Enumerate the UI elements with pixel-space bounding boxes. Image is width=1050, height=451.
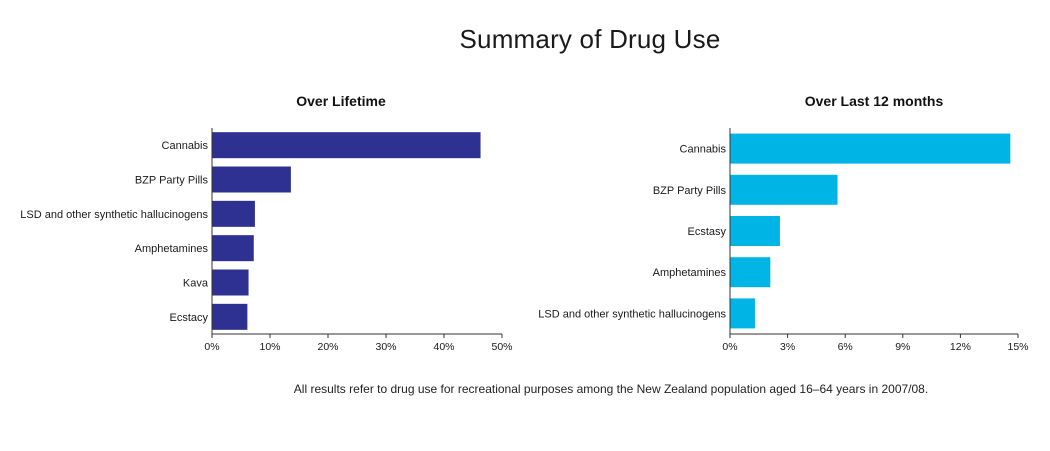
x-tick-label: 15% (1007, 341, 1028, 353)
category-label: BZP Party Pills (653, 185, 727, 197)
lifetime-bar-chart: Over Lifetime Cannabis BZP Party Pills LSD … (20, 93, 512, 353)
x-tick-label: 0% (722, 341, 737, 353)
category-label: Cannabis (680, 144, 727, 156)
bar (730, 133, 1011, 164)
x-tick-label: 9% (895, 341, 910, 353)
last-12-months-bar-chart: Over Last 12 months Cannabis BZP Party Pil… (538, 93, 1028, 353)
x-tick-label: 30% (375, 341, 396, 353)
category-label: Kava (183, 278, 209, 290)
page-title: Summary of Drug Use (459, 24, 721, 54)
bar (212, 303, 248, 330)
category-label: Cannabis (162, 140, 209, 152)
x-tick-label: 3% (780, 341, 795, 353)
bar (212, 269, 249, 296)
category-label: LSD and other synthetic hallucinogens (538, 308, 726, 320)
category-label: Amphetamines (653, 267, 727, 279)
bar (730, 298, 755, 329)
x-tick-label: 10% (259, 341, 280, 353)
chart-title: Over Last 12 months (805, 93, 944, 109)
x-tick-label: 20% (317, 341, 338, 353)
category-label: Amphetamines (135, 243, 209, 255)
x-tick-label: 50% (491, 341, 512, 353)
footnote: All results refer to drug use for recrea… (293, 382, 929, 396)
bar (212, 200, 255, 227)
category-label: BZP Party Pills (135, 175, 209, 187)
bar (730, 257, 771, 288)
chart-title: Over Lifetime (296, 93, 386, 109)
category-label: LSD and other synthetic hallucinogens (20, 209, 208, 221)
bar (730, 216, 780, 246)
x-tick-label: 6% (838, 341, 853, 353)
category-label: Ecstasy (687, 226, 726, 238)
x-tick-label: 12% (950, 341, 971, 353)
bar (730, 174, 838, 205)
category-label: Ecstacy (169, 312, 208, 324)
bar (212, 132, 481, 159)
bar (212, 166, 291, 193)
bar (212, 235, 254, 262)
x-tick-label: 40% (433, 341, 454, 353)
x-tick-label: 0% (204, 341, 219, 353)
